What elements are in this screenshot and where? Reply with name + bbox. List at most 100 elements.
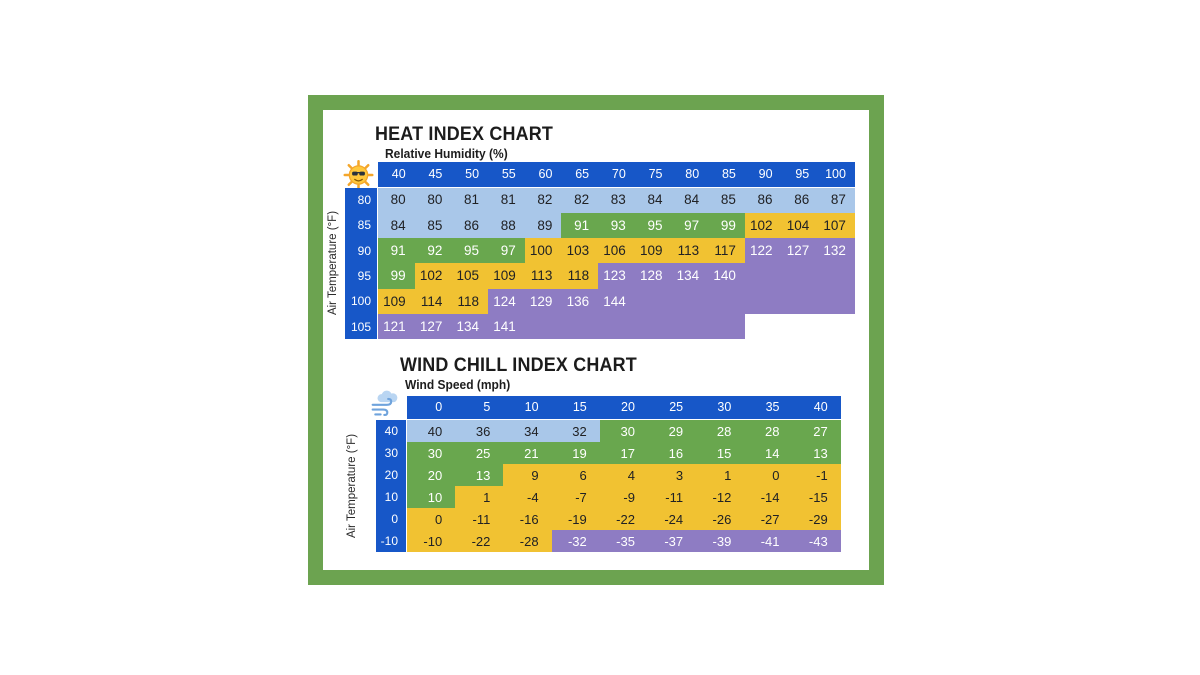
heat-cell-95-40: 99 [378,263,415,289]
wind-cell-10-40: -15 [792,486,841,508]
heat-cell-90-60: 100 [524,238,562,264]
heat-cell-90-70: 106 [598,238,635,264]
heat-cell-95-80: 134 [671,263,709,289]
wind-cell-20-30: 1 [696,464,745,486]
heat-row-header-95: 95 [345,263,378,289]
wind-cell-10-20: -9 [599,486,648,508]
wind-cell-0-15: -19 [551,508,600,530]
wind-cell-40-20: 30 [599,420,648,442]
heat-cell-95-55: 109 [488,263,525,289]
heat-cell-105-90 [745,314,782,339]
wind-cell-40-0: 40 [407,420,456,442]
heat-cell-100-70: 144 [598,288,635,314]
wind-cell--10-25: -37 [647,530,697,552]
wind-blowing-cloud-icon [369,388,401,423]
wind-cell-40-15: 32 [551,420,600,442]
heat-cell-85-80: 97 [671,212,709,239]
wind-row-header-10: 10 [376,486,407,508]
heat-cell-95-95 [781,263,819,289]
heat-cell-85-40: 84 [378,212,415,239]
heat-cell-100-95 [781,288,819,314]
wind-col-header-30: 30 [696,396,745,420]
wind-cell-20-25: 3 [647,464,697,486]
heat-cell-80-95: 86 [781,187,819,213]
heat-cell-100-65: 136 [561,288,599,314]
wind-cell-0-5: -11 [455,508,504,530]
wind-cell-0-35: -27 [744,508,793,530]
heat-cell-95-85: 140 [708,263,745,289]
heat-cell-90-100: 132 [818,238,855,264]
heat-cell-90-55: 97 [488,238,525,264]
heat-cell-100-50: 118 [451,288,489,314]
heat-col-header-100: 100 [818,162,855,188]
wind-cell-40-5: 36 [455,420,504,442]
heat-cell-85-55: 88 [488,212,525,239]
heat-cell-85-70: 93 [598,212,635,239]
heat-cell-105-75 [634,313,672,340]
heat-cell-95-70: 123 [598,263,635,289]
heat-cell-90-50: 95 [451,238,489,264]
wind-cell-10-25: -11 [647,486,697,508]
heat-cell-80-100: 87 [818,187,855,213]
heat-cell-85-50: 86 [451,212,489,239]
heat-col-header-60: 60 [524,162,562,188]
wind-cell-30-35: 14 [744,442,793,464]
wind-cell-0-0: 0 [407,508,456,530]
heat-cell-100-60: 129 [524,288,562,314]
heat-cell-100-90 [744,288,782,314]
heat-cell-80-75: 84 [634,187,672,213]
heat-col-header-70: 70 [598,162,635,188]
wind-col-header-25: 25 [647,396,697,420]
wind-cell-40-40: 27 [792,420,841,442]
heat-row-header-80: 80 [345,187,378,213]
heat-cell-105-65 [561,313,599,340]
wind-cell-20-40: -1 [792,464,841,486]
heat-corner-cell [345,162,378,188]
heat-col-header-95: 95 [781,162,819,188]
wind-cell-40-35: 28 [744,420,793,442]
heat-cell-85-65: 91 [561,212,599,239]
heat-cell-100-75 [634,288,672,314]
heat-cell-85-75: 95 [634,212,672,239]
wind-cell-0-10: -16 [503,508,552,530]
heat-cell-85-45: 85 [414,212,452,239]
wind-col-header-10: 10 [503,396,552,420]
wind-cell-20-15: 6 [551,464,600,486]
heat-cell-95-90 [744,263,782,289]
wind-cell--10-15: -32 [551,530,600,552]
heat-cell-95-65: 118 [561,263,599,289]
wind-col-header-35: 35 [744,396,793,420]
heat-chart-x-axis-label: Relative Humidity (%) [385,147,508,161]
heat-cell-80-60: 82 [524,187,562,213]
heat-cell-80-40: 80 [378,187,415,213]
wind-cell-20-0: 20 [407,464,456,486]
wind-cell--10-35: -41 [744,530,793,552]
heat-cell-100-80 [671,288,709,314]
heat-cell-105-95 [782,314,819,339]
heat-cell-95-75: 128 [634,263,672,289]
heat-cell-105-85 [708,313,745,340]
heat-cell-85-95: 104 [781,212,819,239]
heat-col-header-55: 55 [488,162,525,188]
wind-row-header-40: 40 [376,420,407,442]
wind-cell--10-10: -28 [503,530,552,552]
wind-cell--10-20: -35 [599,530,648,552]
heat-cell-105-60 [524,313,562,340]
wind-cell-30-10: 21 [503,442,552,464]
wind-cell-20-10: 9 [503,464,552,486]
wind-cell-40-30: 28 [696,420,745,442]
heat-cell-100-45: 114 [414,288,452,314]
wind-col-header-0: 0 [407,396,456,420]
heat-cell-90-45: 92 [414,238,452,264]
heat-cell-85-100: 107 [818,212,855,239]
wind-cell-30-40: 13 [792,442,841,464]
heat-cell-105-45: 127 [414,313,452,340]
heat-row-header-90: 90 [345,238,378,264]
wind-chill-table: 0 5 10 15 20 25 30 35 40 40 40 36 34 32 30 29 28 28 27 30 30… [376,396,841,552]
wind-cell--10-40: -43 [792,530,841,552]
heat-col-header-85: 85 [708,162,745,188]
sun-with-sunglasses-icon [343,160,374,195]
heat-row-header-100: 100 [345,288,378,314]
wind-corner-cell [376,396,407,420]
